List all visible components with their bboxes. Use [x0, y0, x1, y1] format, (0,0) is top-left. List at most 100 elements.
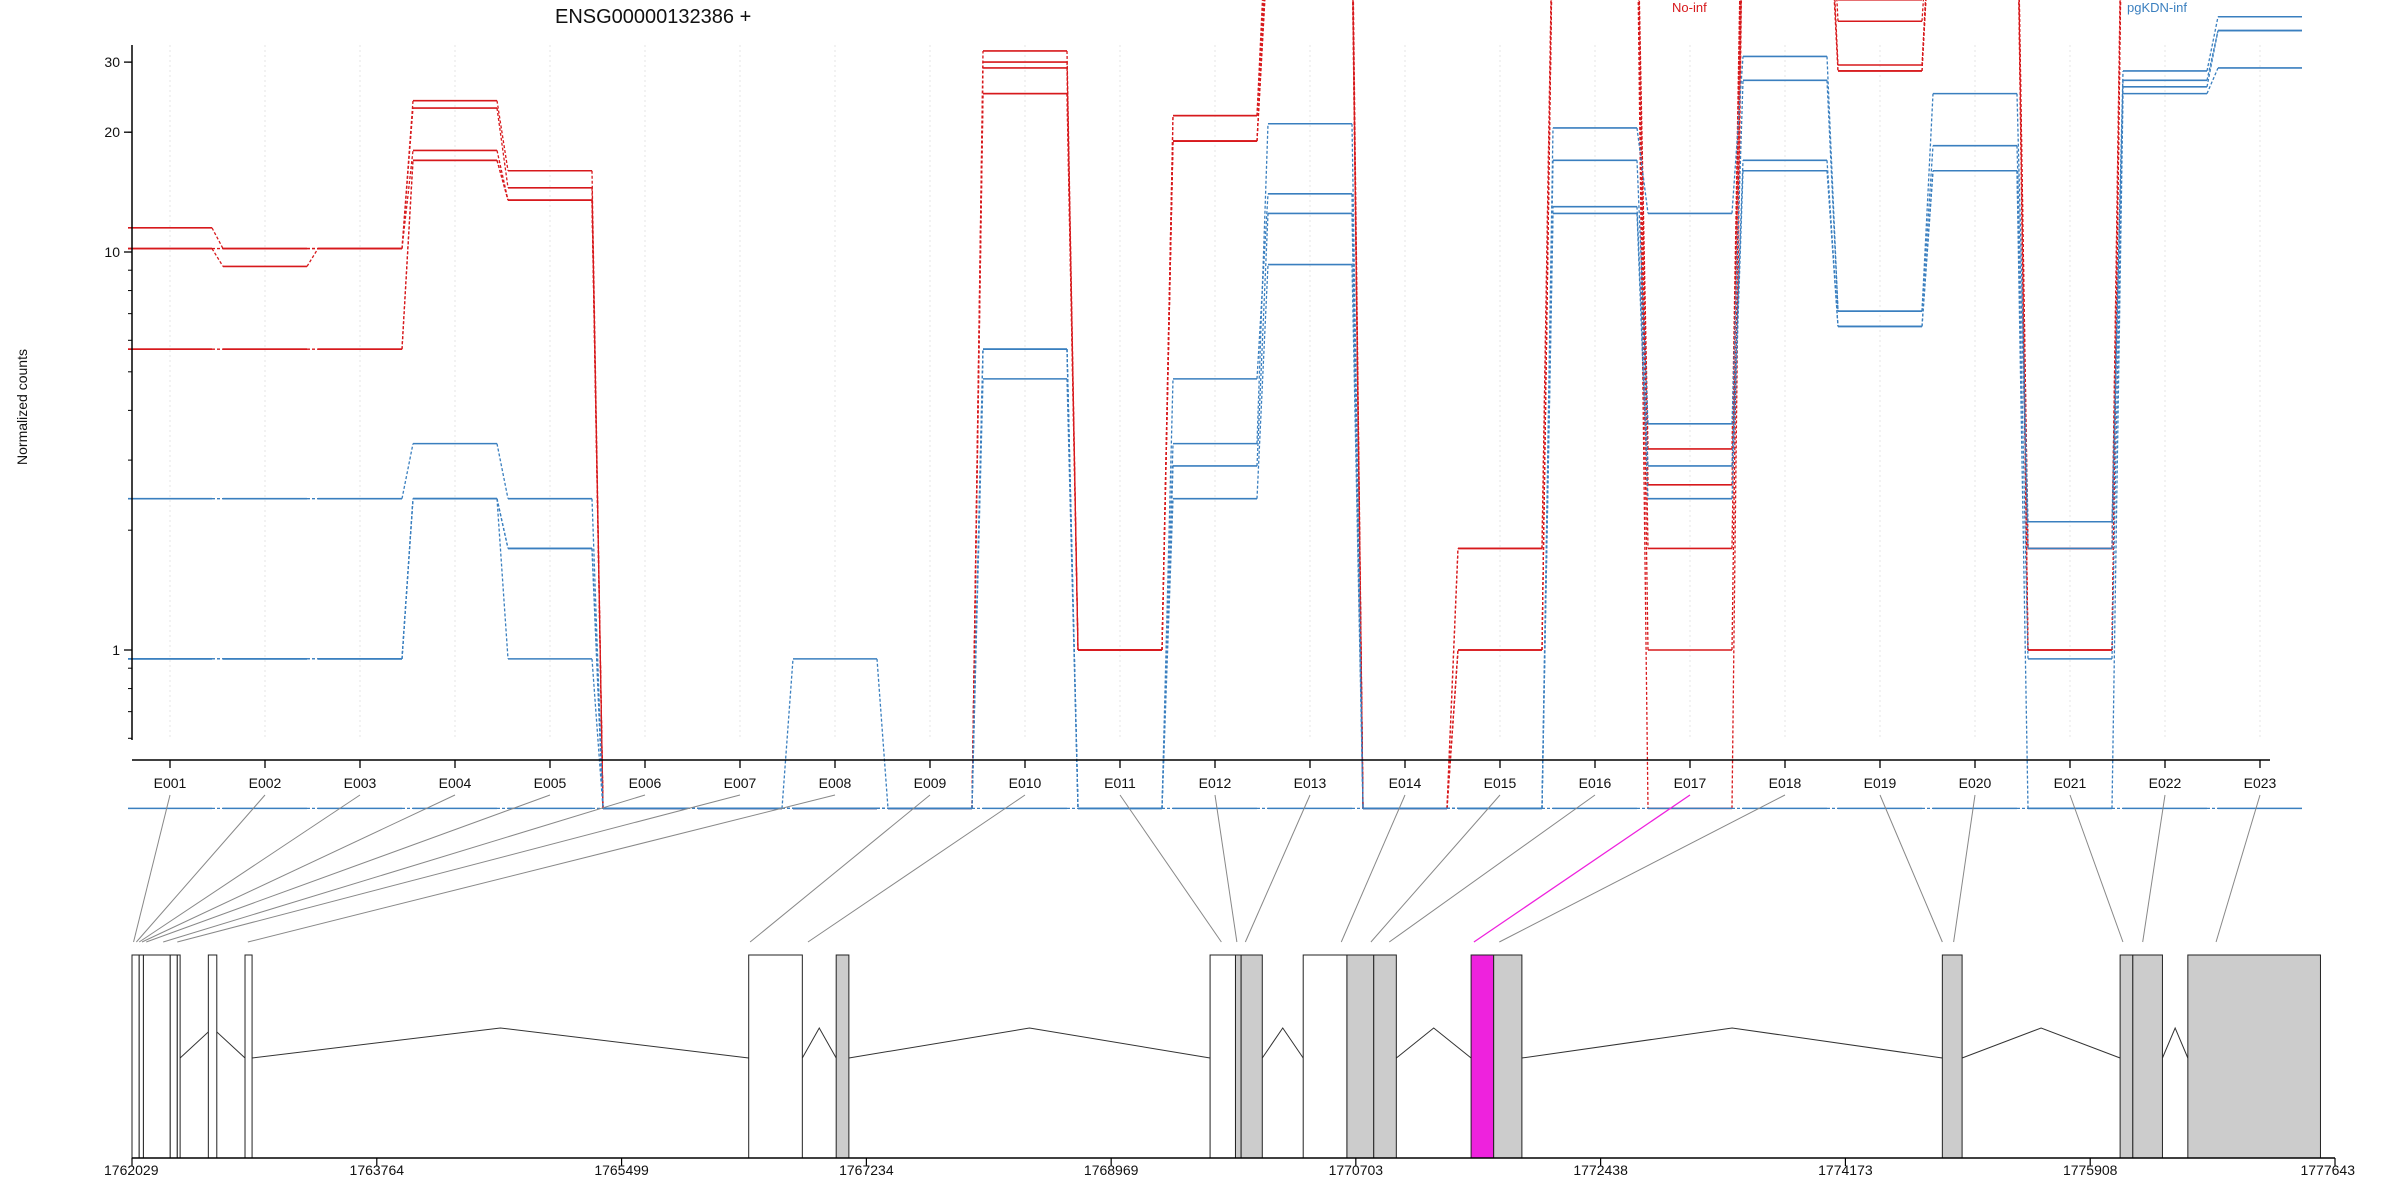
legend-label-pgkdn-inf: pgKDN-inf — [2127, 0, 2187, 15]
exon-box-e005 — [176, 954, 181, 1159]
exon-box-e014 — [1346, 954, 1375, 1159]
x-tick-label-e013: E013 — [1294, 775, 1327, 791]
link-e007 — [781, 658, 794, 809]
link-e011 — [1161, 141, 1174, 651]
link-e012 — [1256, 193, 1269, 379]
link-e018 — [1826, 56, 1839, 312]
exon-box-e017 — [1470, 954, 1495, 1159]
link-e017 — [1731, 80, 1744, 424]
intron-line — [1261, 1027, 1304, 1059]
x-tick-label-e007: E007 — [724, 775, 757, 791]
x-tick-label-e011: E011 — [1104, 775, 1136, 791]
x-tick-label-e016: E016 — [1579, 775, 1612, 791]
link-e009 — [971, 93, 984, 809]
connector-e006 — [163, 794, 646, 943]
link-e016 — [1637, 0, 1649, 809]
exon-box-e018 — [1493, 954, 1523, 1159]
link-e008 — [876, 658, 889, 809]
x-tick-label-e006: E006 — [629, 775, 662, 791]
connector-e017 — [1473, 794, 1691, 943]
exon-box-e023 — [2187, 954, 2321, 1159]
x-tick-label-e001: E001 — [154, 775, 187, 791]
x-tick-label-e005: E005 — [534, 775, 567, 791]
exon-box-e015 — [1373, 954, 1397, 1159]
coord-tick-label: 1767234 — [839, 1162, 894, 1178]
connector-e018 — [1499, 794, 1786, 943]
exon-box-e002 — [138, 954, 144, 1159]
link-e018 — [1826, 80, 1839, 312]
vertical-gridlines — [169, 45, 2261, 740]
link-e019 — [1921, 170, 1934, 327]
link-e004 — [496, 443, 509, 499]
y-axis: 110203050100200 — [104, 45, 133, 740]
connector-e020 — [1953, 794, 1976, 943]
link-e005 — [591, 200, 604, 809]
link-e016 — [1636, 160, 1649, 424]
link-e010 — [1066, 93, 1079, 651]
connector-e019 — [1879, 794, 1943, 943]
coord-tick-label: 1772438 — [1573, 1162, 1628, 1178]
connector-e022 — [2142, 794, 2166, 943]
link-e019 — [1921, 0, 1927, 72]
link-e015 — [1541, 0, 1553, 651]
gene-model — [131, 954, 2321, 1159]
coord-tick-label: 1774173 — [1818, 1162, 1873, 1178]
link-e003 — [401, 150, 414, 249]
link-e003 — [401, 498, 414, 659]
link-e003 — [401, 107, 414, 249]
chart-title: ENSG00000132386 + — [555, 6, 751, 28]
connector-e008 — [247, 794, 836, 943]
link-e001 — [211, 248, 224, 267]
link-e005 — [591, 548, 604, 809]
link-e009 — [971, 50, 984, 809]
link-e018 — [1834, 0, 1839, 66]
connector-e015 — [1370, 794, 1501, 943]
link-e012 — [1256, 264, 1269, 499]
y-tick-label: 30 — [104, 54, 120, 70]
x-tick-label-e022: E022 — [2149, 775, 2182, 791]
link-e013 — [1351, 264, 1364, 809]
link-e016 — [1637, 0, 1649, 651]
link-e014 — [1446, 649, 1459, 809]
link-e019 — [1921, 0, 1927, 66]
connector-e001 — [133, 794, 171, 943]
x-tick-label-e020: E020 — [1959, 775, 1992, 791]
coord-tick-label: 1770703 — [1329, 1162, 1384, 1178]
x-tick-label-e017: E017 — [1674, 775, 1707, 791]
link-e021 — [2111, 93, 2124, 809]
exon-box-e012 — [1240, 954, 1263, 1159]
link-e004 — [496, 107, 509, 188]
link-e012 — [1256, 0, 1265, 116]
link-e015 — [1541, 0, 1552, 549]
exon-box-e011 — [1234, 954, 1242, 1159]
y-tick-label: 1 — [112, 642, 120, 658]
connector-e007 — [177, 794, 741, 943]
link-e003 — [401, 160, 414, 350]
coord-tick-label: 1768969 — [1084, 1162, 1139, 1178]
exon-box-e019 — [1941, 954, 1963, 1159]
link-e004 — [496, 498, 509, 659]
y-axis-label: Normalized counts — [14, 349, 30, 465]
x-tick-label-e008: E008 — [819, 775, 852, 791]
exon-box-e004 — [169, 954, 178, 1159]
link-e005 — [591, 187, 604, 809]
exon-connectors — [133, 794, 2261, 943]
coord-tick-label: 1775908 — [2063, 1162, 2118, 1178]
link-e004 — [496, 498, 509, 549]
link-e014 — [1446, 649, 1459, 809]
x-tick-label-e004: E004 — [439, 775, 472, 791]
link-e017 — [1731, 0, 1742, 549]
intron-line — [801, 1026, 837, 1059]
link-e020 — [2016, 145, 2029, 549]
link-e012 — [1256, 213, 1269, 466]
y-tick-label: 10 — [104, 244, 120, 260]
link-e019 — [1921, 0, 1925, 22]
x-axis: E001 E002 E003 E004 E005 E006 E007 E008 E009 E010… — [132, 759, 2277, 791]
link-e003 — [401, 443, 414, 499]
intron-line — [252, 1027, 749, 1059]
link-e004 — [496, 100, 509, 171]
link-e022 — [2206, 30, 2219, 87]
link-e015 — [1541, 213, 1554, 809]
link-e014 — [1446, 649, 1459, 809]
